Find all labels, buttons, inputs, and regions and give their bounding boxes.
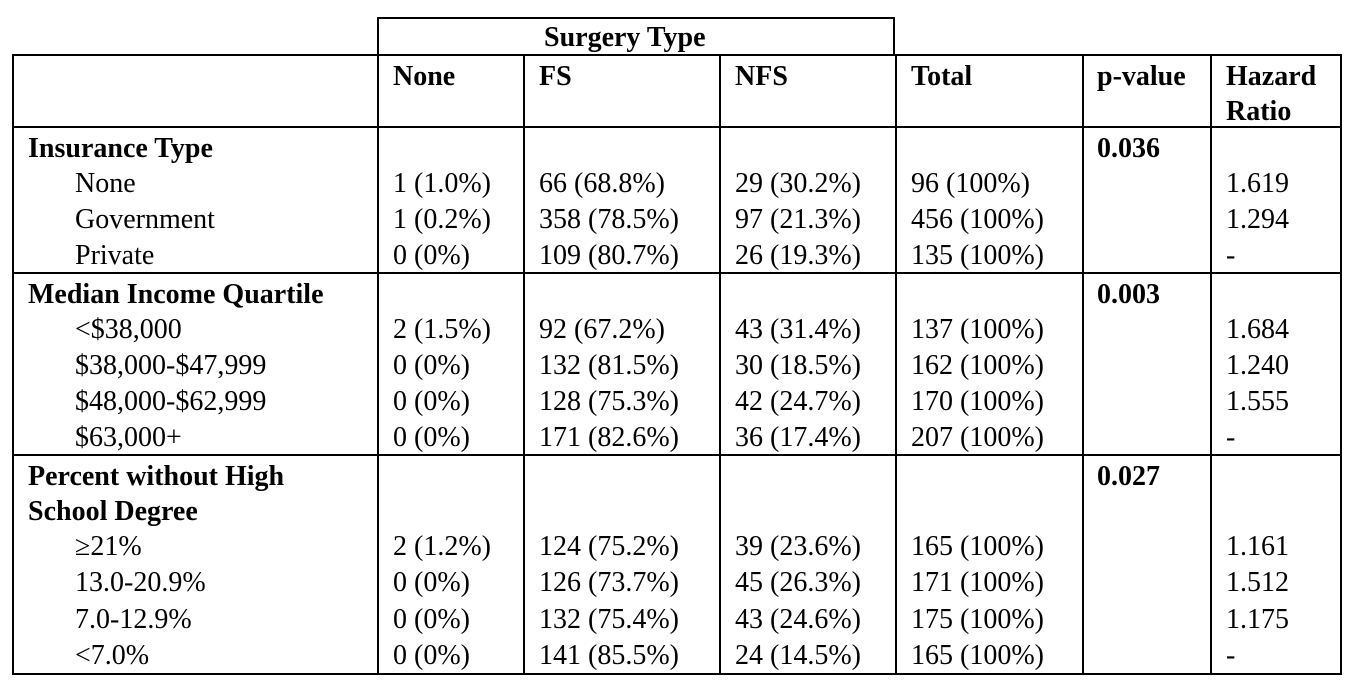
cell-hazard-ratio: 1.555 <box>1226 386 1289 417</box>
cell-hazard-ratio: 1.512 <box>1226 567 1289 598</box>
column-divider-none <box>377 54 379 675</box>
cell-total: 162 (100%) <box>911 350 1044 381</box>
group-header-label: Surgery Type <box>544 22 706 53</box>
row-label: Private <box>75 240 155 271</box>
cell-nfs: 45 (26.3%) <box>735 567 861 598</box>
row-label: <7.0% <box>75 640 150 671</box>
cell-hazard-ratio: 1.175 <box>1226 604 1289 635</box>
column-header-hazard: Hazard <box>1226 61 1317 92</box>
cell-none: 0 (0%) <box>393 567 470 598</box>
section-p-value: 0.027 <box>1097 461 1160 492</box>
section-title: Percent without High <box>28 461 285 492</box>
cell-total: 175 (100%) <box>911 604 1044 635</box>
cell-total: 135 (100%) <box>911 240 1044 271</box>
cell-fs: 128 (75.3%) <box>539 386 679 417</box>
cell-fs: 124 (75.2%) <box>539 531 679 562</box>
cell-nfs: 39 (23.6%) <box>735 531 861 562</box>
section-p-value: 0.036 <box>1097 133 1160 164</box>
group-header-right-border <box>893 17 895 56</box>
row-label: $48,000-$62,999 <box>75 386 267 417</box>
cell-nfs: 43 (24.6%) <box>735 604 861 635</box>
cell-nfs: 24 (14.5%) <box>735 640 861 671</box>
row-label: <$38,000 <box>75 314 182 345</box>
cell-fs: 132 (75.4%) <box>539 604 679 635</box>
cell-fs: 141 (85.5%) <box>539 640 679 671</box>
cell-none: 2 (1.2%) <box>393 531 491 562</box>
cell-none: 0 (0%) <box>393 350 470 381</box>
cell-none: 0 (0%) <box>393 604 470 635</box>
cell-none: 1 (0.2%) <box>393 204 491 235</box>
column-divider-total <box>895 54 897 675</box>
row-label: 7.0-12.9% <box>75 604 192 635</box>
cell-none: 0 (0%) <box>393 640 470 671</box>
section-title-line-2: School Degree <box>28 496 198 527</box>
table-left-border <box>12 54 14 675</box>
cell-nfs: 42 (24.7%) <box>735 386 861 417</box>
cell-hazard-ratio: - <box>1226 240 1236 271</box>
cell-fs: 171 (82.6%) <box>539 422 679 453</box>
cell-hazard-ratio: - <box>1226 422 1236 453</box>
row-label: ≥21% <box>75 531 142 562</box>
cell-hazard-ratio: 1.161 <box>1226 531 1289 562</box>
section-divider-2 <box>12 454 1342 456</box>
cell-fs: 358 (78.5%) <box>539 204 679 235</box>
table-top-border <box>12 54 1342 56</box>
section-title: Median Income Quartile <box>28 279 324 310</box>
row-label: $38,000-$47,999 <box>75 350 267 381</box>
cell-nfs: 26 (19.3%) <box>735 240 861 271</box>
cell-hazard-ratio: 1.684 <box>1226 314 1289 345</box>
cell-hazard-ratio: 1.294 <box>1226 204 1289 235</box>
row-label: Government <box>75 204 215 235</box>
cell-none: 1 (1.0%) <box>393 168 491 199</box>
cell-total: 456 (100%) <box>911 204 1044 235</box>
row-label: None <box>75 168 136 199</box>
cell-none: 0 (0%) <box>393 386 470 417</box>
cell-none: 0 (0%) <box>393 422 470 453</box>
cell-none: 2 (1.5%) <box>393 314 491 345</box>
section-title: Insurance Type <box>28 133 213 164</box>
cell-fs: 109 (80.7%) <box>539 240 679 271</box>
cell-nfs: 30 (18.5%) <box>735 350 861 381</box>
row-label: 13.0-20.9% <box>75 567 206 598</box>
cell-hazard-ratio: 1.619 <box>1226 168 1289 199</box>
section-divider-1 <box>12 272 1342 274</box>
cell-none: 0 (0%) <box>393 240 470 271</box>
column-header-none: None <box>393 61 456 92</box>
column-header-nfs: NFS <box>735 61 788 92</box>
cell-total: 171 (100%) <box>911 567 1044 598</box>
group-header-left-border <box>377 17 379 56</box>
cell-fs: 132 (81.5%) <box>539 350 679 381</box>
column-divider-pvalue <box>1082 54 1084 675</box>
column-divider-hazard <box>1210 54 1212 675</box>
header-bottom-border <box>12 126 1342 128</box>
cell-nfs: 36 (17.4%) <box>735 422 861 453</box>
cell-total: 96 (100%) <box>911 168 1030 199</box>
column-header-pvalue: p-value <box>1097 61 1186 92</box>
row-label: $63,000+ <box>75 422 182 453</box>
column-header-total: Total <box>911 61 973 92</box>
column-header-ratio: Ratio <box>1226 96 1292 127</box>
cell-total: 137 (100%) <box>911 314 1044 345</box>
cell-total: 207 (100%) <box>911 422 1044 453</box>
cell-total: 170 (100%) <box>911 386 1044 417</box>
column-divider-fs <box>523 54 525 675</box>
cell-nfs: 97 (21.3%) <box>735 204 861 235</box>
cell-nfs: 43 (31.4%) <box>735 314 861 345</box>
cell-hazard-ratio: - <box>1226 640 1236 671</box>
column-header-fs: FS <box>539 61 572 92</box>
cell-total: 165 (100%) <box>911 531 1044 562</box>
section-p-value: 0.003 <box>1097 279 1160 310</box>
table-right-border <box>1340 54 1342 675</box>
cell-fs: 92 (67.2%) <box>539 314 665 345</box>
cell-total: 165 (100%) <box>911 640 1044 671</box>
cell-fs: 66 (68.8%) <box>539 168 665 199</box>
group-header-top-border <box>377 17 895 19</box>
cell-fs: 126 (73.7%) <box>539 567 679 598</box>
cell-nfs: 29 (30.2%) <box>735 168 861 199</box>
cell-hazard-ratio: 1.240 <box>1226 350 1289 381</box>
column-divider-nfs <box>719 54 721 675</box>
table-bottom-border <box>12 673 1342 675</box>
